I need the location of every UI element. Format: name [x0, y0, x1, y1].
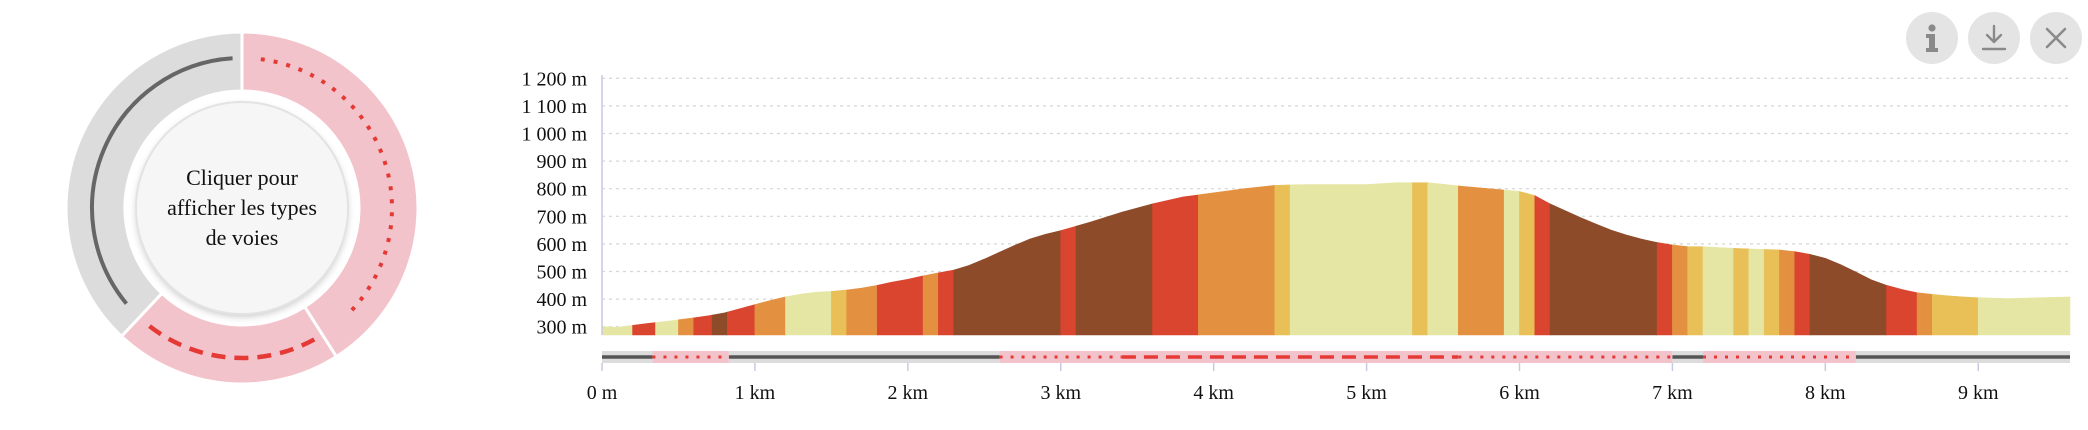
grade-segment	[1748, 248, 1765, 336]
grade-segment	[693, 314, 713, 336]
y-tick-label: 800 m	[536, 179, 587, 201]
donut-track-dashed	[144, 321, 316, 361]
x-tick-label: 5 km	[1346, 382, 1387, 404]
y-tick-label: 700 m	[536, 206, 587, 228]
grade-segment	[1886, 284, 1918, 336]
grade-segment	[1779, 249, 1796, 336]
grade-segment	[678, 317, 695, 336]
grade-segment	[1809, 254, 1887, 336]
x-tick-label: 4 km	[1193, 382, 1234, 404]
grade-segment	[632, 322, 656, 336]
grade-segment	[922, 272, 939, 336]
track-segment-bg	[1703, 351, 1856, 363]
x-tick-label: 6 km	[1499, 382, 1540, 404]
grade-segment	[1656, 242, 1673, 336]
grade-segment	[1274, 184, 1291, 336]
x-tick-label: 3 km	[1040, 382, 1081, 404]
grade-segment	[1549, 203, 1658, 336]
grade-segment	[1503, 189, 1520, 336]
y-tick-label: 1 100 m	[521, 96, 587, 118]
grade-segment	[1289, 182, 1413, 336]
download-icon	[1981, 24, 2007, 51]
grade-segment	[1198, 185, 1276, 336]
close-button[interactable]	[2030, 12, 2082, 64]
track-segment-bg	[1458, 351, 1673, 363]
x-tick-label: 9 km	[1958, 382, 1999, 404]
grade-segment	[1458, 185, 1505, 336]
y-tick-label: 400 m	[536, 289, 587, 311]
grade-segment	[1534, 195, 1551, 336]
grade-segment	[1794, 251, 1811, 336]
donut-segment-2[interactable]	[64, 30, 244, 339]
grade-segment	[785, 291, 832, 336]
grade-segment	[1672, 244, 1689, 336]
grade-segment	[938, 269, 955, 336]
road-type-ring	[64, 30, 420, 386]
grade-segment	[1060, 225, 1077, 336]
grade-segment	[1152, 194, 1199, 336]
info-button[interactable]	[1906, 12, 1958, 64]
grade-segment	[1075, 203, 1153, 336]
road-type-track	[602, 351, 2070, 363]
x-tick-label: 7 km	[1652, 382, 1693, 404]
x-axis: 0 m 1 km 2 km 3 km 4 km 5 km 6 km 7 km 8 km 9 km	[587, 363, 1999, 404]
track-segment-bg	[999, 351, 1122, 363]
grade-segment	[846, 284, 878, 336]
grade-segment	[754, 296, 786, 336]
y-tick-label: 1 000 m	[521, 123, 587, 145]
y-tick-label: 600 m	[536, 234, 587, 256]
grade-segment	[831, 289, 847, 336]
grade-segment	[1977, 296, 2071, 336]
y-tick-label: 1 200 m	[521, 68, 587, 90]
x-tick-label: 1 km	[735, 382, 776, 404]
grade-segment	[1733, 248, 1750, 336]
x-tick-label: 2 km	[888, 382, 929, 404]
grade-segment	[953, 230, 1062, 336]
grade-segment	[1427, 182, 1459, 336]
info-icon	[1926, 24, 1938, 52]
grade-segment	[1932, 294, 1979, 336]
download-button[interactable]	[1968, 12, 2020, 64]
track-segment-bg	[1121, 351, 1459, 363]
show-road-types-label: Cliquer pour afficher les types de voies	[167, 165, 317, 250]
donut-track-solid	[90, 56, 233, 305]
grade-segment	[1687, 246, 1704, 336]
x-tick-label: 0 m	[587, 382, 618, 404]
grade-segment	[727, 304, 756, 336]
grade-segment	[1916, 292, 1933, 336]
road-type-donut[interactable]: Cliquer pour afficher les types de voies	[62, 28, 422, 388]
grade-segment	[1519, 191, 1536, 336]
grade-segment	[1412, 182, 1429, 336]
grade-segments	[601, 182, 2071, 336]
grade-segment	[876, 275, 924, 336]
grade-segment	[655, 319, 679, 336]
x-tick-label: 8 km	[1805, 382, 1846, 404]
y-tick-label: 500 m	[536, 262, 587, 284]
close-icon	[2045, 27, 2067, 49]
grade-segment	[711, 311, 728, 336]
track-segment-bg	[652, 351, 729, 363]
y-axis: 300 m 400 m 500 m 600 m 700 m 800 m 900 m 1 000…	[521, 68, 603, 339]
y-tick-label: 300 m	[536, 317, 587, 339]
y-tick-label: 900 m	[536, 151, 587, 173]
grade-segment	[1702, 246, 1734, 336]
elevation-profile-chart[interactable]: 300 m 400 m 500 m 600 m 700 m 800 m 900 m 1 000…	[480, 45, 2080, 415]
show-road-types-button[interactable]: Cliquer pour afficher les types de voies	[137, 103, 347, 313]
grade-segment	[1763, 249, 1780, 336]
